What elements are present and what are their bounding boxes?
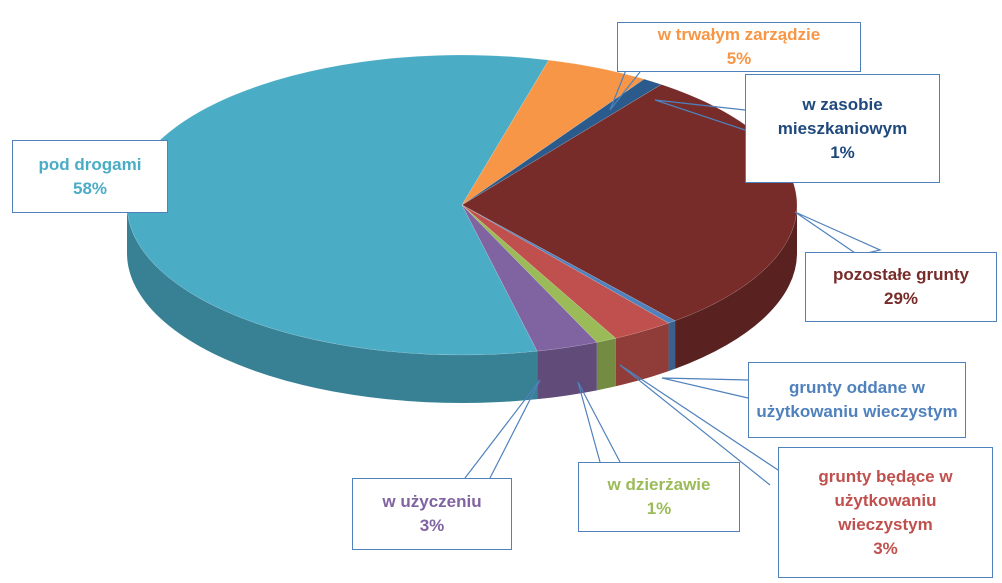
data-label: pod drogami 58% xyxy=(12,140,168,213)
data-label: pozostałe grunty 29% xyxy=(805,252,997,322)
callout xyxy=(577,381,621,463)
label-name: w dzierżawie xyxy=(607,475,711,494)
slice xyxy=(461,204,598,352)
data-label: w dzierżawie 1% xyxy=(578,462,740,532)
label-name: pozostałe grunty xyxy=(832,265,969,284)
label-value: 5% xyxy=(726,49,752,68)
label-name: w użyczeniu xyxy=(382,492,482,511)
label-name: grunty będące w użytkowaniu wieczystym xyxy=(818,466,953,534)
side-shade xyxy=(127,205,538,403)
slice-side xyxy=(127,205,538,403)
label-value: 1% xyxy=(646,499,672,518)
data-label: w trwałym zarządzie 5% xyxy=(617,22,861,72)
label-value: 1% xyxy=(830,142,855,162)
label-name: w zasobie mieszkaniowym xyxy=(777,94,908,138)
label-name: pod drogami xyxy=(38,154,142,174)
label-value: 29% xyxy=(883,289,919,308)
callout xyxy=(654,99,746,131)
side-shade xyxy=(596,338,616,391)
callout xyxy=(464,379,541,479)
callout xyxy=(167,144,201,156)
slice-side xyxy=(596,338,616,391)
label-value: 58% xyxy=(72,178,108,198)
data-label: w zasobie mieszkaniowym 1% xyxy=(745,74,940,183)
side-shade xyxy=(537,342,597,400)
slice xyxy=(461,204,617,343)
slice-side xyxy=(537,342,597,400)
slice-side xyxy=(668,320,676,372)
slice-side xyxy=(675,205,797,369)
callouts xyxy=(167,59,882,486)
slice xyxy=(461,59,645,206)
slice xyxy=(461,78,662,206)
slices xyxy=(126,54,798,403)
label-value: 3% xyxy=(419,516,445,535)
slice xyxy=(461,204,670,339)
data-label: grunty będące w użytkowaniu wieczystym 3% xyxy=(778,447,993,578)
slice xyxy=(461,204,676,324)
data-label: w użyczeniu 3% xyxy=(352,478,512,550)
data-label: grunty oddane w użytkowaniu wieczystym xyxy=(748,362,966,438)
callout xyxy=(619,364,779,486)
label-value: 3% xyxy=(873,538,898,558)
side-shade xyxy=(668,320,676,372)
label-name: w trwałym zarządzie xyxy=(657,25,821,44)
side-shade xyxy=(675,205,797,369)
slice xyxy=(461,84,798,322)
callout xyxy=(609,59,641,111)
label-name: grunty oddane w użytkowaniu wieczystym xyxy=(756,378,958,421)
callout xyxy=(661,377,749,399)
